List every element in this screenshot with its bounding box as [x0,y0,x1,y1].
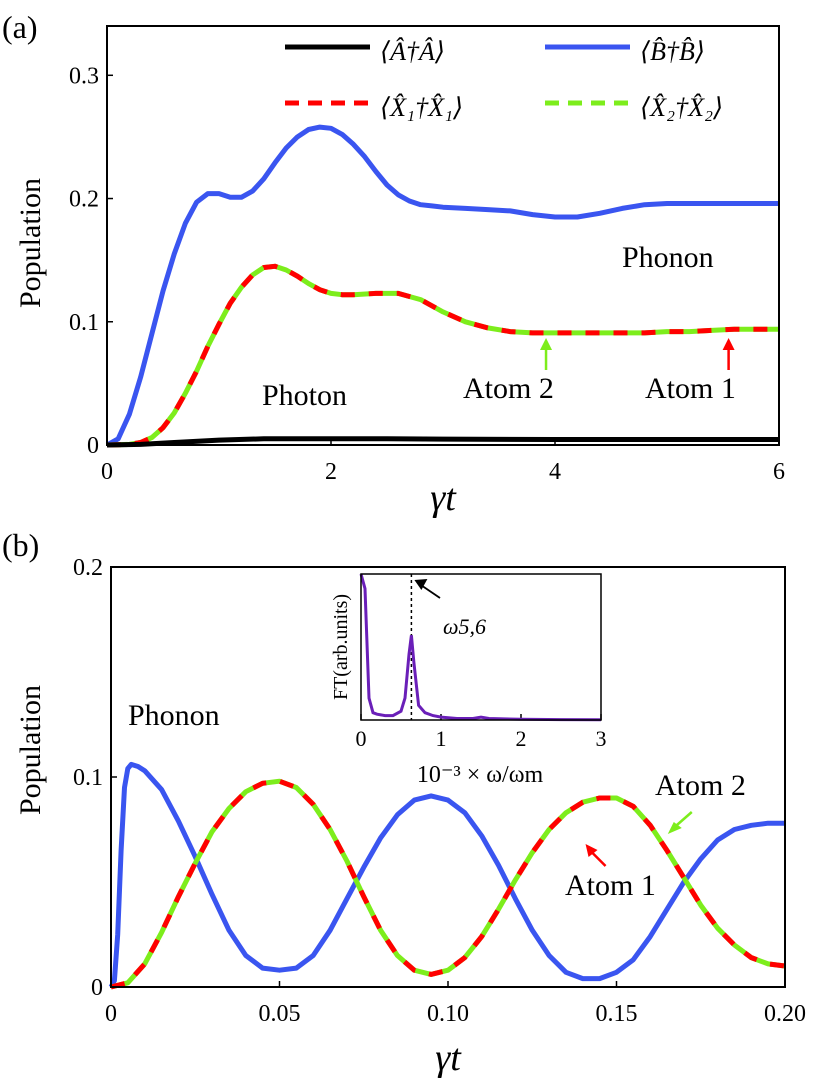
panel-b-frame [110,566,786,988]
panel-a-y-ticks: 0 0.1 0.2 0.3 [69,63,113,459]
panel-a-x-tick-label: 0 [101,459,113,485]
panel-a-label: (a) [2,9,38,45]
panel-b-x-tick-label: 0 [105,1001,117,1027]
inset-x-tick-label: 2 [516,726,527,751]
panel-a-x-axis-label: γt [430,477,457,519]
inset-ft-line [359,573,602,722]
arrow-atom-1-b-head [585,844,598,857]
panel-a-y-tick-label: 0.3 [69,63,99,89]
arrow-atom-2-head [540,338,553,350]
annotation-phonon: Phonon [622,241,714,274]
arrow-atom-2-b-head [667,822,682,834]
series-atom2-line [106,263,779,448]
panel-a-x-tick-label: 2 [325,459,337,485]
series-phonon-b-line [108,761,785,989]
series-photon-line [106,436,779,448]
panel-a-frame [106,25,780,446]
annotation-photon: Photon [262,379,347,412]
panel-a-series [105,124,779,448]
legend-phonon-label: ⟨B̂†B̂⟩ [640,37,705,66]
panel-a-y-tick-label: 0 [87,433,99,459]
panel-b: (b) 0 0.1 0.2 0 0.05 0.10 0.15 0.20 Population… [2,527,806,1079]
panel-a-x-tick-label: 6 [773,459,785,485]
inset-peak-label: ω5,6 [443,614,486,639]
panel-b-label: (b) [2,527,39,563]
inset-x-tick-label: 0 [356,726,367,751]
annotation-atom-1: Atom 1 [645,372,736,405]
arrow-atom-2-b-shaft [674,811,693,827]
panel-a-x-tick-label: 4 [549,459,561,485]
panel-b-arrows [585,811,693,867]
annotation-phonon-b: Phonon [128,699,220,732]
panel-a: (a) 0 0.1 0.2 0.3 0 2 4 6 Population γt ⟨Â†Â⟩ … [2,9,785,519]
panel-b-x-tick-label: 0.15 [596,1001,638,1027]
panel-a-legend: ⟨Â†Â⟩ ⟨B̂†B̂⟩ ⟨X̂₁†X̂₁⟩ ⟨X̂₂†X̂₂⟩ [285,37,723,122]
series-atom2-b-line [110,778,786,990]
inset-peak-arrow-head [414,579,428,590]
inset-x-tick-label: 1 [436,726,447,751]
panel-b-y-tick-label: 0 [91,975,103,1001]
panel-b-y-axis-label: Population [14,685,47,815]
annotation-atom-2: Atom 2 [463,372,554,405]
arrow-atom-1-head [722,338,735,350]
legend-photon-label: ⟨Â†Â⟩ [380,37,445,66]
panel-b-x-tick-label: 0.10 [427,1001,469,1027]
annotation-atom-2-b: Atom 2 [655,769,746,802]
panel-a-y-tick-label: 0.1 [69,310,99,336]
inset-background [361,574,601,720]
inset-frame [360,573,602,721]
panel-a-arrows [540,338,735,370]
legend-atom2-label: ⟨X̂₂†X̂₂⟩ [640,93,723,122]
arrow-atom-1-b-shaft [590,851,607,867]
panel-b-x-axis-label: γt [435,1037,462,1079]
inset-y-axis-label: FT(arb.units) [330,594,352,700]
inset-x-tick-label: 3 [596,726,607,751]
series-phonon-line [105,124,779,448]
inset-series [359,573,602,722]
inset-x-axis-label: 10⁻³ × ω/ωm [417,762,544,788]
panel-b-y-tick-label: 0.2 [73,555,103,581]
inset-x-axis-label-text: 10⁻³ × ω/ωm [417,762,544,788]
annotation-atom-1-b: Atom 1 [565,869,656,902]
panel-a-y-axis-label: Population [14,178,47,308]
series-atom1-line [106,263,779,448]
panel-b-series [108,761,786,990]
panel-b-x-tick-label: 0.05 [259,1001,301,1027]
legend-atom1-label: ⟨X̂₁†X̂₁⟩ [380,93,463,122]
panel-b-x-ticks: 0 0.05 0.10 0.15 0.20 [105,981,806,1027]
panel-b-y-tick-label: 0.1 [73,765,103,791]
panel-b-x-tick-label: 0.20 [764,1001,806,1027]
inset-fourier-transform: 0 1 2 3 FT(arb.units) 10⁻³ × ω/ωm ω5,6 [330,573,607,788]
panel-a-y-tick-label: 0.2 [69,187,99,213]
